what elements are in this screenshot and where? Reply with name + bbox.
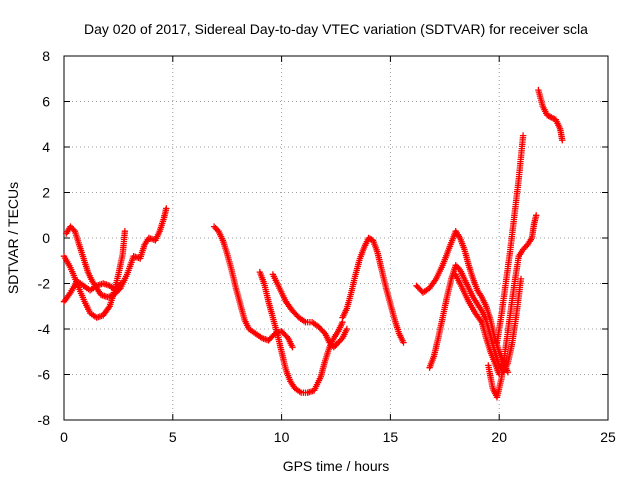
data-point-markers — [60, 228, 129, 321]
y-tick-label: -6 — [38, 367, 51, 383]
data-point-markers — [485, 212, 540, 401]
series-satellite-track-2 — [60, 228, 129, 321]
data-point-markers — [426, 262, 525, 376]
y-axis-label: SDTVAR / TECUs — [5, 182, 21, 294]
series-satellite-track-6 — [269, 271, 351, 351]
data-point-markers — [413, 228, 512, 376]
y-tick-label: 2 — [42, 185, 50, 201]
y-tick-label: 4 — [42, 139, 50, 155]
series-satellite-track-11 — [485, 212, 540, 401]
data-point-markers — [339, 234, 407, 346]
x-axis-label: GPS time / hours — [283, 458, 390, 474]
y-tick-label: -8 — [38, 412, 51, 428]
chart-title: Day 020 of 2017, Sidereal Day-to-day VTE… — [84, 21, 588, 37]
series-satellite-track-13 — [535, 86, 566, 144]
series-satellite-track-5 — [256, 268, 346, 396]
data-point-markers — [493, 132, 527, 346]
data-point-markers — [256, 268, 346, 396]
data-point-markers — [210, 223, 296, 351]
y-tick-label: -4 — [38, 321, 51, 337]
grid-lines — [64, 56, 608, 420]
data-point-markers — [535, 86, 566, 144]
series-satellite-track-3 — [63, 205, 170, 301]
series-satellite-track-9 — [426, 262, 525, 376]
data-points — [60, 86, 566, 401]
series-satellite-track-8 — [413, 228, 512, 376]
y-tick-label: 0 — [42, 230, 50, 246]
x-tick-label: 10 — [274, 429, 290, 445]
x-tick-label: 5 — [169, 429, 177, 445]
y-tick-label: 6 — [42, 94, 50, 110]
y-tick-label: -2 — [38, 276, 51, 292]
series-satellite-track-10 — [452, 271, 503, 378]
series-satellite-track-12 — [493, 132, 527, 346]
data-point-markers — [269, 271, 351, 351]
x-tick-label: 0 — [60, 429, 68, 445]
x-tick-label: 25 — [600, 429, 616, 445]
x-tick-label: 15 — [383, 429, 399, 445]
series-satellite-track-4 — [210, 223, 296, 351]
axis-ticks: 0 5 10 15 20 25 -8 -6 -4 -2 0 2 4 6 8 — [38, 48, 616, 445]
series-satellite-track-7 — [339, 234, 407, 346]
x-tick-label: 20 — [491, 429, 507, 445]
y-tick-label: 8 — [42, 48, 50, 64]
data-point-markers — [63, 205, 170, 301]
data-point-markers — [452, 271, 503, 378]
